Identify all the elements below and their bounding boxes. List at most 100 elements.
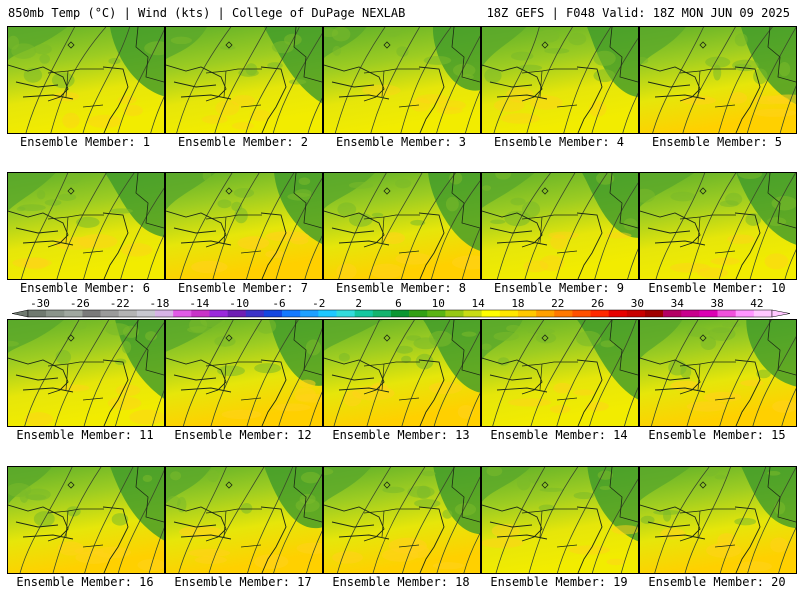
colorbar-swatch — [245, 310, 265, 317]
colorbar-swatch — [136, 310, 156, 317]
map-field — [482, 320, 638, 426]
colorbar-tick-label: 14 — [471, 298, 485, 310]
colorbar-swatch — [100, 310, 120, 317]
colorbar-tick-label: -10 — [229, 298, 249, 310]
ensemble-member-panel — [323, 319, 481, 427]
ensemble-member-panel — [165, 319, 323, 427]
colorbar-tick-label: -26 — [70, 298, 90, 310]
colorbar-swatch — [735, 310, 755, 317]
colorbar-tick-label: 22 — [551, 298, 564, 310]
colorbar-swatch — [590, 310, 609, 317]
colorbar-tick-label: 2 — [355, 298, 362, 310]
ensemble-member-label: Ensemble Member: 10 — [648, 281, 786, 295]
colorbar-swatch — [409, 310, 428, 317]
colorbar-swatch — [282, 310, 301, 317]
ensemble-member-panel — [639, 466, 797, 574]
colorbar-tick-label: -18 — [150, 298, 170, 310]
ensemble-member-label: Ensemble Member: 15 — [648, 428, 786, 442]
ensemble-member-panel — [481, 319, 639, 427]
ensemble-member-panel — [7, 172, 165, 280]
colorbar-swatch — [263, 310, 283, 317]
map-field — [482, 467, 638, 573]
colorbar-tick-label: 26 — [591, 298, 604, 310]
ensemble-member-label: Ensemble Member: 2 — [177, 135, 309, 149]
colorbar-swatch — [64, 310, 83, 317]
ensemble-member-panel — [323, 172, 481, 280]
colorbar-swatch — [753, 310, 773, 317]
ensemble-member-panel — [481, 172, 639, 280]
map-field — [482, 173, 638, 279]
ensemble-member-panel — [639, 26, 797, 134]
colorbar-tick-label: 6 — [395, 298, 402, 310]
colorbar-swatch — [227, 310, 247, 317]
colorbar-high-arrow — [771, 309, 791, 318]
ensemble-member-label: Ensemble Member: 8 — [335, 281, 467, 295]
colorbar-swatch — [354, 310, 374, 317]
ensemble-member-panel — [165, 466, 323, 574]
map-field — [166, 173, 322, 279]
colorbar-tick-label: 18 — [511, 298, 524, 310]
ensemble-member-panel — [7, 466, 165, 574]
ensemble-member-panel — [639, 172, 797, 280]
map-field — [640, 173, 796, 279]
ensemble-member-label: Ensemble Member: 5 — [651, 135, 783, 149]
colorbar-swatch — [46, 310, 65, 317]
ensemble-member-label: Ensemble Member: 4 — [493, 135, 625, 149]
colorbar-tick-label: 42 — [750, 298, 763, 310]
colorbar-swatch — [82, 310, 101, 317]
colorbar-tick-label: 30 — [631, 298, 644, 310]
temperature-colorbar: -30 -26 -22 -18 -14 -10 -6 -2 2 6 10 14 18 22 26 30 34 38… — [11, 298, 791, 318]
colorbar-swatch — [173, 310, 192, 317]
valid-time-label: 18Z GEFS | F048 Valid: 18Z MON JUN 09 20… — [486, 6, 790, 20]
ensemble-member-label: Ensemble Member: 3 — [335, 135, 467, 149]
ensemble-member-panel — [481, 466, 639, 574]
colorbar-swatch — [517, 310, 537, 317]
colorbar-swatch — [663, 310, 682, 317]
colorbar-tick-label: 10 — [432, 298, 445, 310]
colorbar-swatch — [626, 310, 646, 317]
colorbar-tick-label: -14 — [189, 298, 209, 310]
map-field — [166, 467, 322, 573]
colorbar-swatch — [318, 310, 337, 317]
colorbar-low-arrow — [11, 309, 29, 318]
ensemble-member-label: Ensemble Member: 9 — [493, 281, 625, 295]
ensemble-member-label: Ensemble Member: 13 — [332, 428, 470, 442]
ensemble-member-panel — [7, 26, 165, 134]
map-field — [166, 27, 322, 133]
colorbar-swatch — [28, 310, 47, 317]
colorbar-swatch — [499, 310, 519, 317]
colorbar-tick-label: 34 — [671, 298, 685, 310]
colorbar-swatch — [191, 310, 210, 317]
ensemble-member-panel — [323, 26, 481, 134]
colorbar-swatch — [118, 310, 138, 317]
colorbar-tick-label: -6 — [272, 298, 285, 310]
ensemble-member-label: Ensemble Member: 17 — [174, 575, 312, 589]
ensemble-member-label: Ensemble Member: 18 — [332, 575, 470, 589]
map-field — [640, 467, 796, 573]
map-field — [8, 320, 164, 426]
map-field — [324, 27, 480, 133]
map-title: 850mb Temp (°C) | Wind (kts) | College o… — [8, 6, 406, 20]
ensemble-member-label: Ensemble Member: 12 — [174, 428, 312, 442]
colorbar-swatch — [608, 310, 628, 317]
colorbar-swatch — [445, 310, 464, 317]
ensemble-member-panel — [7, 319, 165, 427]
colorbar-swatch — [463, 310, 482, 317]
colorbar-tick-label: -2 — [312, 298, 325, 310]
ensemble-member-label: Ensemble Member: 7 — [177, 281, 309, 295]
colorbar-swatch — [155, 310, 174, 317]
ensemble-member-label: Ensemble Member: 1 — [19, 135, 151, 149]
colorbar-tick-label: -22 — [110, 298, 130, 310]
colorbar-swatch — [699, 310, 718, 317]
colorbar-swatch — [372, 310, 392, 317]
ensemble-member-label: Ensemble Member: 11 — [16, 428, 154, 442]
map-field — [482, 27, 638, 133]
map-field — [324, 467, 480, 573]
colorbar-tick-label: -30 — [30, 298, 50, 310]
ensemble-member-label: Ensemble Member: 19 — [490, 575, 628, 589]
colorbar-swatch — [427, 310, 446, 317]
map-field — [324, 173, 480, 279]
colorbar-swatch — [717, 310, 737, 317]
ensemble-member-panel — [323, 466, 481, 574]
map-field — [640, 320, 796, 426]
